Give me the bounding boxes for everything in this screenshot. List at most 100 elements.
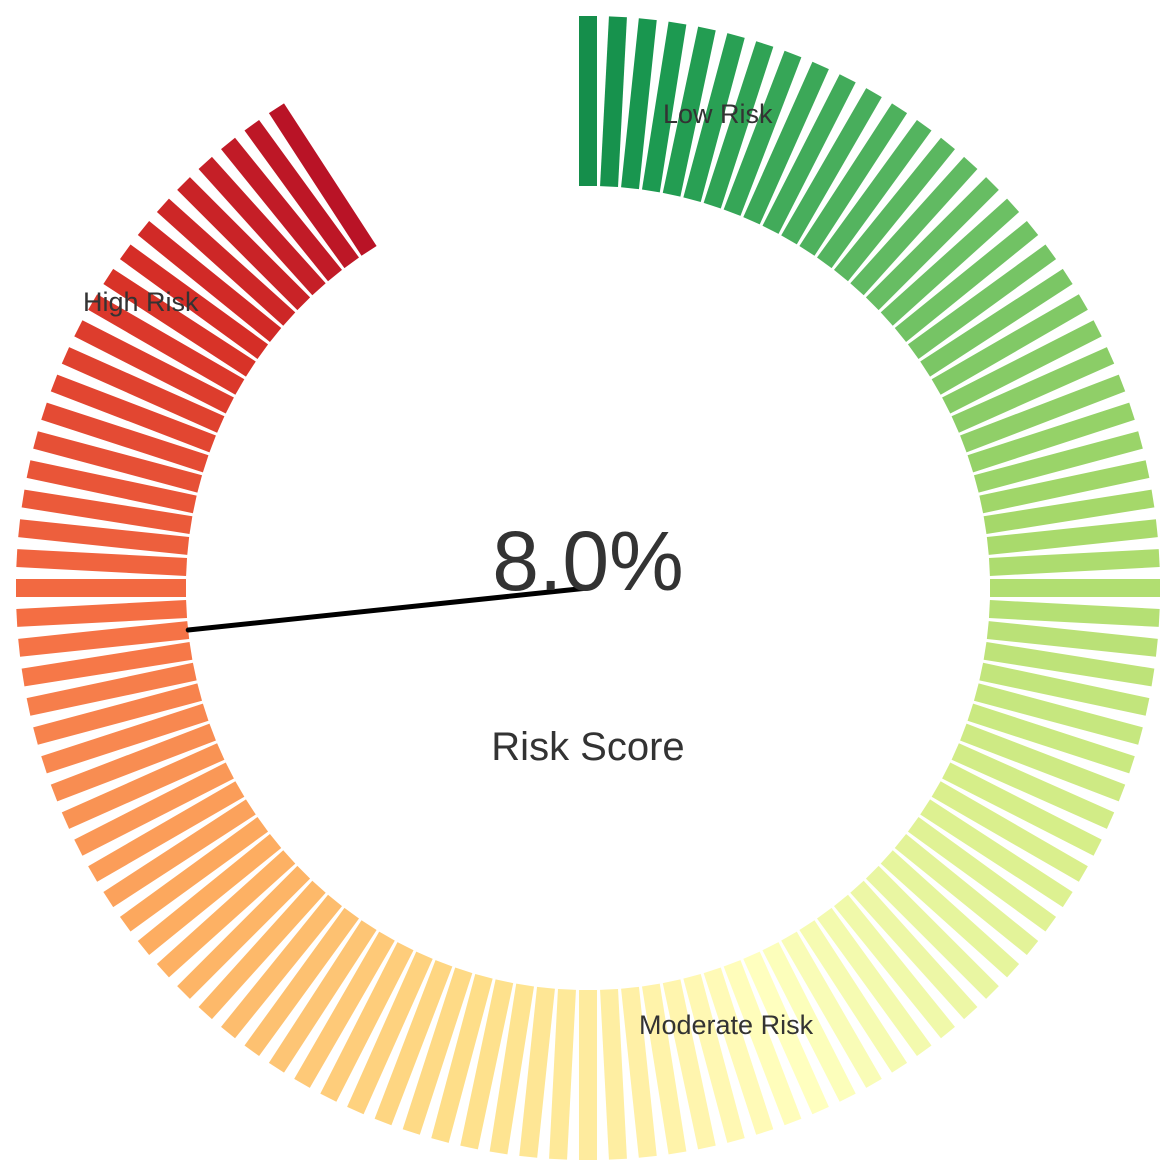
gauge-segment <box>221 894 343 1039</box>
gauge-segment <box>88 294 245 395</box>
gauge-segment <box>198 156 326 296</box>
gauge-segment <box>268 920 377 1073</box>
gauge-segment <box>979 460 1150 514</box>
gauge-segments <box>16 16 1160 1160</box>
gauge-segment <box>402 967 473 1135</box>
gauge-segment <box>983 641 1155 687</box>
gauge-segment <box>16 549 188 576</box>
gauge-segment <box>549 988 576 1160</box>
gauge-segment <box>781 88 882 245</box>
gauge-segment <box>850 880 978 1020</box>
gauge-segment <box>983 489 1155 535</box>
gauge-segment <box>960 374 1126 453</box>
gauge-segment <box>621 986 657 1158</box>
gauge-segment <box>641 983 687 1155</box>
gauge-segment <box>16 579 186 597</box>
gauge-segment <box>762 942 856 1102</box>
gauge-segment <box>762 74 856 234</box>
gauge-segment <box>723 960 802 1126</box>
gauge-segment <box>119 244 269 359</box>
gauge-segment <box>103 268 256 377</box>
gauge-segment <box>320 942 414 1102</box>
gauge-segment <box>18 519 190 555</box>
gauge-segment <box>621 18 657 190</box>
gauge-segment <box>579 990 597 1160</box>
gauge-segment <box>880 850 1020 978</box>
gauge-segment <box>21 641 193 687</box>
gauge-value: 8.0% <box>492 514 683 608</box>
gauge-segment <box>294 931 395 1088</box>
gauge-segment <box>907 244 1057 359</box>
gauge-segment <box>268 103 377 256</box>
gauge-segment <box>177 865 311 999</box>
gauge-segment <box>894 221 1039 343</box>
gauge-segment <box>221 137 343 282</box>
gauge-segment <box>683 973 745 1143</box>
gauge-segment <box>74 762 234 856</box>
gauge-segment <box>600 16 627 188</box>
gauge-segment <box>662 26 716 197</box>
gauge-segment <box>156 850 296 978</box>
gauge-segment <box>942 320 1102 414</box>
gauge-segment <box>781 931 882 1088</box>
gauge-segment <box>50 374 216 453</box>
gauge-segment <box>920 799 1073 908</box>
gauge-segment <box>988 600 1160 627</box>
gauge-segment <box>967 703 1135 774</box>
gauge-segment <box>723 50 802 216</box>
gauge-segment <box>177 177 311 311</box>
gauge-segment <box>920 268 1073 377</box>
gauge-segment <box>137 833 282 955</box>
gauge-segment <box>907 817 1057 932</box>
gauge-segment <box>489 983 535 1155</box>
zone-label-high: High Risk <box>83 287 199 317</box>
zone-label-low: Low Risk <box>663 99 773 129</box>
gauge-segment <box>519 986 555 1158</box>
gauge-segment <box>931 294 1088 395</box>
gauge-segment <box>986 519 1158 555</box>
gauge-segment <box>21 489 193 535</box>
gauge-segment <box>683 33 745 203</box>
gauge-segment <box>41 703 209 774</box>
gauge-segment <box>942 762 1102 856</box>
gauge-segment <box>156 198 296 326</box>
gauge-segment <box>833 137 955 282</box>
gauge-segment <box>988 549 1160 576</box>
gauge-segment <box>799 103 908 256</box>
gauge-segment <box>951 347 1115 433</box>
gauge-segment <box>986 621 1158 657</box>
gauge-segment <box>18 621 190 657</box>
gauge-segment <box>973 431 1143 493</box>
gauge-segment <box>26 662 197 716</box>
gauge-label: Risk Score <box>491 725 684 769</box>
gauge-segment <box>703 41 774 209</box>
gauge-segment <box>198 880 326 1020</box>
gauge-segment <box>244 907 359 1057</box>
gauge-segment <box>743 61 829 225</box>
gauge-segment <box>33 431 203 493</box>
gauge-segment <box>61 347 225 433</box>
gauge-segment <box>967 402 1135 473</box>
gauge-segment <box>865 865 999 999</box>
gauge-needle <box>185 585 591 633</box>
gauge-segment <box>244 119 359 269</box>
gauge-segment <box>431 973 493 1143</box>
gauge-segment <box>703 967 774 1135</box>
gauge-segment <box>833 894 955 1039</box>
gauge-segment <box>894 833 1039 955</box>
gauge-segment <box>26 460 197 514</box>
gauge-segment <box>743 951 829 1115</box>
gauge-segment <box>951 743 1115 829</box>
gauge-segment <box>600 988 627 1160</box>
gauge-segment <box>16 600 188 627</box>
gauge-segment <box>850 156 978 296</box>
gauge-segment <box>33 683 203 745</box>
gauge-segment <box>641 21 687 193</box>
gauge-segment <box>460 979 514 1150</box>
gauge-segment <box>137 221 282 343</box>
gauge-segment <box>50 723 216 802</box>
gauge-segment <box>88 781 245 882</box>
zone-label-moderate: Moderate Risk <box>639 1010 814 1040</box>
gauge-segment <box>880 198 1020 326</box>
